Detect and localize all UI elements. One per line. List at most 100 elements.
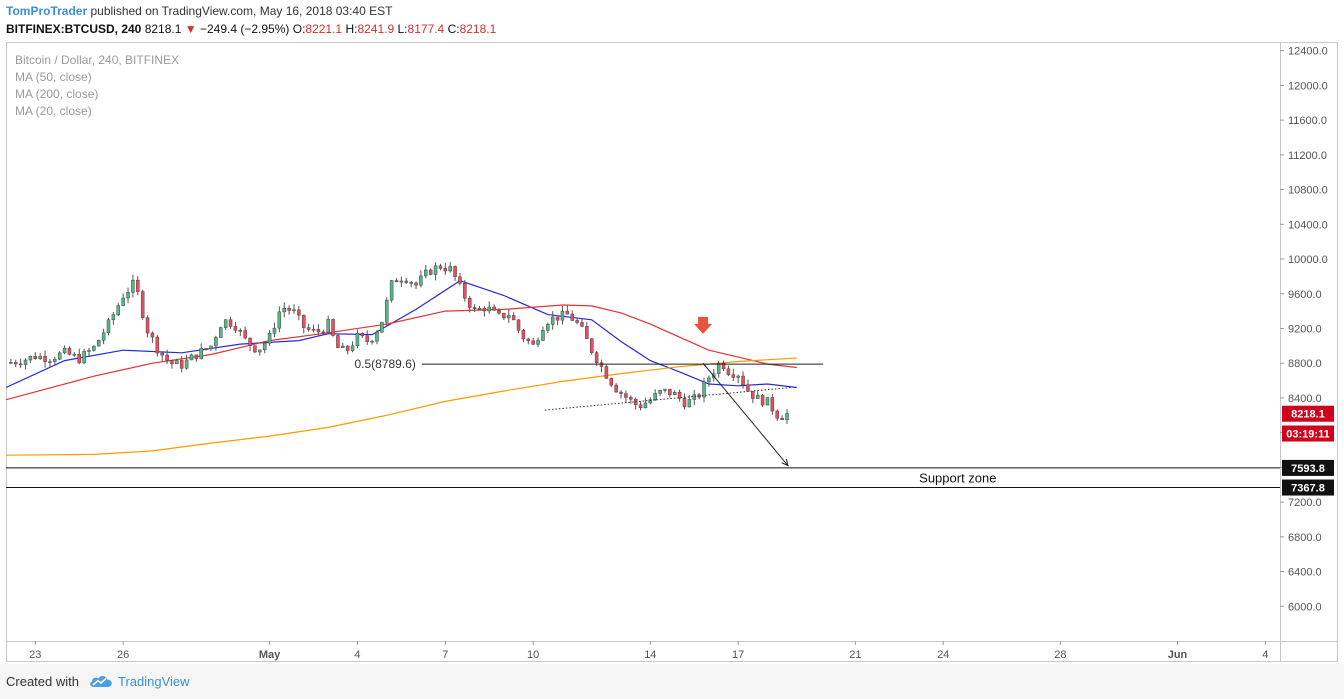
candle-up xyxy=(38,356,42,360)
candle-down xyxy=(555,316,560,321)
candle-down xyxy=(77,353,81,364)
candle-up xyxy=(687,399,692,408)
low-label: L: xyxy=(397,22,408,36)
candle-down xyxy=(228,319,233,327)
low-value: 8177.4 xyxy=(407,22,445,36)
candle-up xyxy=(736,375,740,378)
x-tick-label: 28 xyxy=(1054,649,1066,661)
close-value: 8218.1 xyxy=(459,22,497,36)
candle-down xyxy=(721,362,726,370)
x-tick-label: 10 xyxy=(527,649,539,661)
candle-up xyxy=(277,311,282,329)
legend-ma20: MA (20, close) xyxy=(15,104,92,118)
chart-svg[interactable]: 6000.06400.06800.07200.07600.08000.08400… xyxy=(6,42,1338,662)
x-tick-label: 21 xyxy=(849,649,861,661)
series-line xyxy=(6,357,797,456)
candle-down xyxy=(136,279,140,292)
high-label: H: xyxy=(345,22,358,36)
price-tag-label: 03:19:11 xyxy=(1286,429,1329,441)
candle-up xyxy=(765,397,770,406)
candle-down xyxy=(570,313,574,321)
candle-up xyxy=(550,316,555,325)
candle-down xyxy=(472,307,477,310)
candle-up xyxy=(375,332,379,342)
legend: Bitcoin / Dollar, 240, BITFINEX MA (50, … xyxy=(15,52,179,120)
candle-up xyxy=(96,339,101,347)
candle-up xyxy=(477,308,482,310)
candle-up xyxy=(672,391,677,396)
candle-down xyxy=(521,330,526,340)
tradingview-cloud-icon[interactable] xyxy=(88,672,114,690)
y-tick-label: 6400.0 xyxy=(1288,567,1322,579)
down-arrow-marker-icon xyxy=(694,316,713,334)
candle-down xyxy=(306,327,311,330)
series-line xyxy=(6,304,797,401)
candle-down xyxy=(629,397,633,400)
candle-up xyxy=(184,359,189,369)
x-tick-label: 4 xyxy=(354,649,360,661)
candle-down xyxy=(150,332,155,338)
x-tick-label: 4 xyxy=(1262,649,1268,661)
candle-up xyxy=(658,390,662,394)
candle-down xyxy=(170,360,174,365)
candle-down xyxy=(492,306,496,311)
candle-up xyxy=(9,362,13,364)
tradingview-link[interactable]: TradingView xyxy=(118,674,190,689)
y-tick-label: 10800.0 xyxy=(1288,185,1328,197)
candle-up xyxy=(189,354,194,361)
candle-up xyxy=(106,319,111,334)
y-tick-label: 12400.0 xyxy=(1288,46,1328,58)
candle-down xyxy=(145,317,150,334)
candle-down xyxy=(585,326,589,339)
candle-up xyxy=(116,305,121,315)
candle-up xyxy=(126,292,130,299)
candle-down xyxy=(18,363,23,366)
candle-down xyxy=(297,309,301,316)
candle-up xyxy=(272,327,277,334)
candle-down xyxy=(751,390,755,399)
candle-up xyxy=(223,319,228,328)
candle-up xyxy=(785,413,789,421)
candle-down xyxy=(394,280,399,283)
candle-down xyxy=(497,309,501,314)
candle-down xyxy=(238,330,243,332)
candle-up xyxy=(267,333,272,344)
created-with-label: Created with xyxy=(6,674,79,689)
candle-down xyxy=(624,393,628,398)
candle-up xyxy=(419,275,423,286)
fib-label: 0.5(8789.6) xyxy=(354,357,415,371)
y-tick-label: 8800.0 xyxy=(1288,358,1322,370)
candle-up xyxy=(131,279,135,293)
candle-up xyxy=(702,381,706,398)
candle-down xyxy=(746,384,750,392)
candle-down xyxy=(302,314,306,328)
candle-down xyxy=(248,337,252,346)
candle-up xyxy=(507,315,511,319)
candle-down xyxy=(443,268,448,272)
author-link[interactable]: TomProTrader xyxy=(6,4,88,18)
x-tick-label: 26 xyxy=(117,649,129,661)
candle-down xyxy=(458,276,462,284)
candle-up xyxy=(111,314,116,321)
chart-area[interactable]: 6000.06400.06800.07200.07600.08000.08400… xyxy=(6,42,1338,662)
y-tick-label: 9600.0 xyxy=(1288,289,1322,301)
candle-down xyxy=(677,391,682,399)
candle-up xyxy=(433,265,438,275)
publish-line: TomProTrader published on TradingView.co… xyxy=(6,4,392,18)
candle-down xyxy=(336,335,340,349)
candle-down xyxy=(770,397,775,412)
footer: Created with TradingView xyxy=(0,664,1344,699)
candle-down xyxy=(619,391,623,394)
candle-up xyxy=(692,394,697,400)
close-label: C: xyxy=(447,22,460,36)
candle-up xyxy=(648,399,653,404)
candle-up xyxy=(175,360,179,365)
candle-up xyxy=(380,321,384,333)
candle-down xyxy=(453,266,457,277)
candle-down xyxy=(575,320,579,323)
candle-up xyxy=(326,319,330,333)
candle-down xyxy=(516,319,521,331)
candle-up xyxy=(389,280,394,301)
x-tick-label: Jun xyxy=(1168,649,1188,661)
candle-down xyxy=(502,312,506,319)
